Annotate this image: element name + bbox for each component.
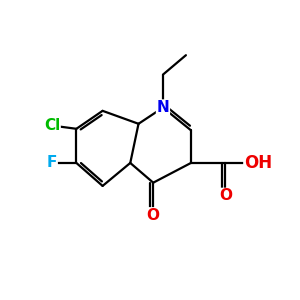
Text: O: O — [147, 208, 160, 223]
Text: Cl: Cl — [44, 118, 60, 133]
Text: N: N — [157, 100, 169, 115]
Text: F: F — [47, 155, 57, 170]
Text: O: O — [219, 188, 232, 203]
Text: OH: OH — [244, 154, 272, 172]
